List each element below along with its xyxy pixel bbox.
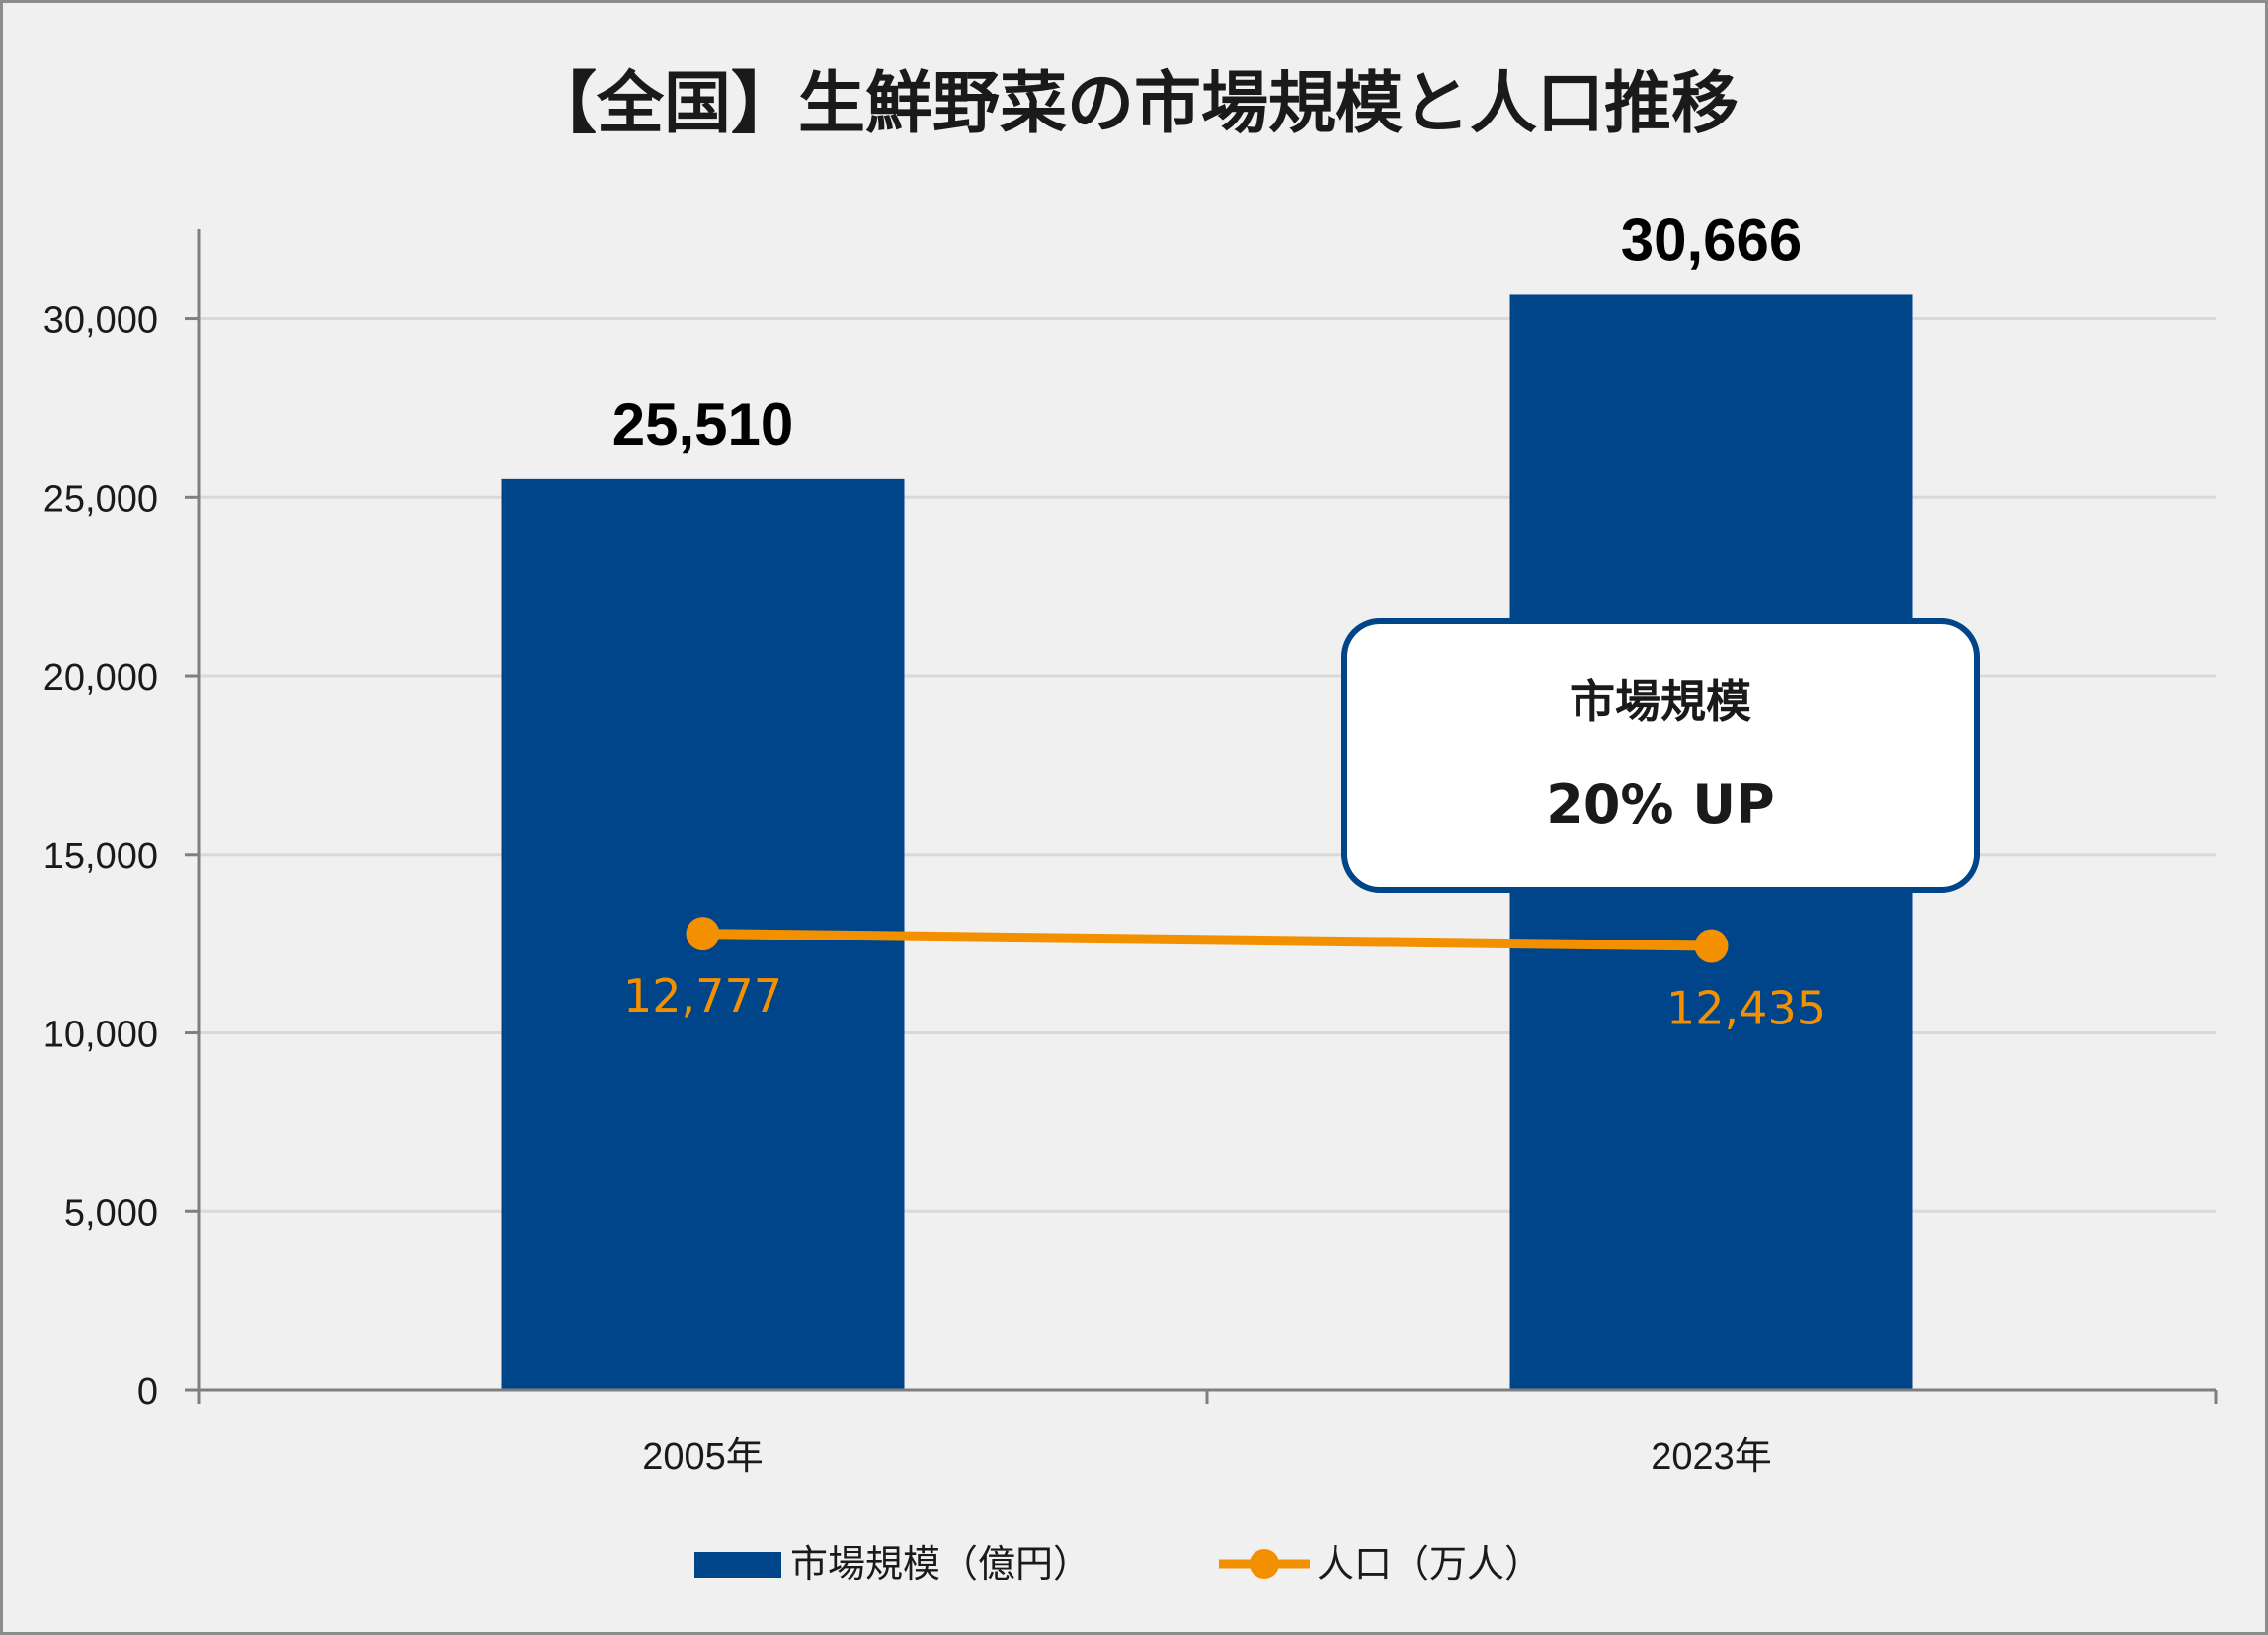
y-axis: 0 5,000 10,000 15,000 20,000 25,000 30,000 [43,229,201,1413]
callout-line1: 市場規模 [1570,675,1751,728]
x-tick-label: 2023年 [1651,1436,1772,1478]
population-line [697,929,1717,951]
legend-swatch-market [694,1552,781,1578]
bar-data-label: 25,510 [612,391,794,457]
y-tick-label: 5,000 [64,1192,158,1234]
annotation-callout: 市場規模 20% UP [1341,618,1980,893]
legend: 市場規模（億円） 人口（万人） [694,1542,1542,1586]
legend-marker-population [1250,1549,1279,1579]
bar-data-label: 30,666 [1621,206,1803,273]
callout-box [1341,618,1980,893]
y-tick-label: 20,000 [43,657,158,698]
y-tick-label: 10,000 [43,1015,158,1056]
line-series: 12,777 12,435 [623,917,1825,1034]
x-tick-label: 2005年 [642,1436,764,1478]
callout-line2: 20% UP [1546,774,1774,836]
line-data-label: 12,777 [623,969,782,1022]
x-axis: 2005年 2023年 [197,1388,2218,1478]
chart-title: 【全国】生鮮野菜の市場規模と人口推移 [529,65,1739,143]
y-tick-label: 15,000 [43,836,158,877]
line-data-label: 12,435 [1666,981,1825,1034]
y-tick-label: 25,000 [43,478,158,520]
legend-label-population: 人口（万人） [1317,1542,1542,1586]
line-point [686,917,720,951]
legend-label-market: 市場規模（億円） [790,1542,1091,1586]
y-tick-label: 0 [137,1371,158,1413]
y-tick-label: 30,000 [43,300,158,342]
line-point [1694,929,1729,963]
